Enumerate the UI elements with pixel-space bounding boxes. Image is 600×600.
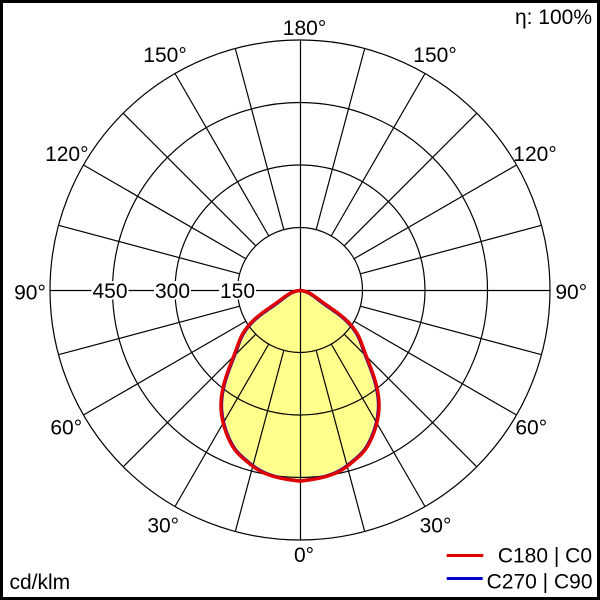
svg-text:30°: 30° [147, 515, 179, 538]
svg-text:150°: 150° [413, 44, 456, 67]
svg-text:cd/klm: cd/klm [10, 571, 71, 594]
svg-text:150°: 150° [143, 44, 186, 67]
svg-text:120°: 120° [513, 143, 556, 166]
svg-text:300: 300 [155, 280, 190, 303]
svg-text:η: 100%: η: 100% [515, 6, 592, 29]
svg-text:C270 | C90: C270 | C90 [487, 571, 593, 594]
svg-text:150: 150 [220, 280, 255, 303]
svg-text:450: 450 [92, 280, 127, 303]
svg-text:90°: 90° [555, 281, 587, 304]
svg-text:30°: 30° [420, 515, 452, 538]
svg-text:180°: 180° [283, 17, 326, 40]
svg-text:C180 | C0: C180 | C0 [498, 545, 592, 568]
svg-text:90°: 90° [14, 282, 46, 305]
svg-text:0°: 0° [294, 544, 314, 567]
svg-text:120°: 120° [45, 143, 88, 166]
svg-text:60°: 60° [515, 417, 547, 440]
svg-text:60°: 60° [50, 417, 82, 440]
